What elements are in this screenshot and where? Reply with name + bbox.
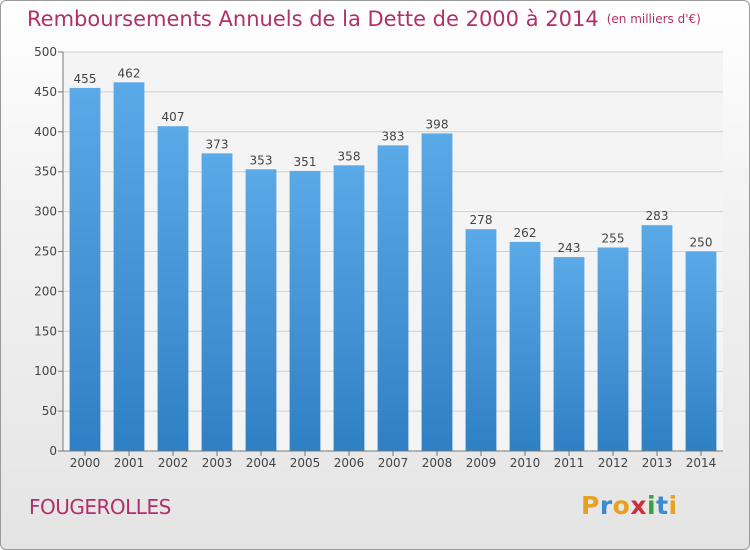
x-tick-label: 2010 [510,456,541,470]
y-tick-label: 400 [34,125,57,139]
logo-letter: x [630,491,647,520]
bar [333,165,365,452]
bar [465,229,497,451]
x-tick-label: 2007 [378,456,409,470]
data-label: 407 [162,110,185,124]
data-label: 462 [118,66,141,80]
data-label: 278 [470,213,493,227]
x-tick-label: 2005 [290,456,321,470]
bar [69,87,101,451]
x-tick-label: 2001 [114,456,145,470]
logo-letter: i [647,491,657,520]
logo-letter: o [612,491,631,520]
data-label: 353 [250,153,273,167]
x-tick-label: 2002 [158,456,189,470]
data-label: 373 [206,137,229,151]
y-tick-label: 200 [34,284,57,298]
x-tick-label: 2003 [202,456,233,470]
y-tick-label: 300 [34,205,57,219]
data-label: 255 [602,232,625,246]
x-tick-label: 2000 [70,456,101,470]
y-tick-label: 50 [42,404,57,418]
data-label: 262 [514,226,537,240]
logo-letter: P [581,491,600,520]
chart-title-text: Remboursements Annuels de la Dette de 20… [27,7,599,31]
bar [421,133,453,451]
bar [553,257,585,451]
data-label: 358 [338,149,361,163]
bar [509,241,541,451]
x-tick-label: 2011 [554,456,585,470]
data-label: 243 [558,241,581,255]
data-label: 383 [382,129,405,143]
y-tick-label: 350 [34,165,57,179]
x-tick-label: 2014 [686,456,717,470]
y-tick-label: 100 [34,364,57,378]
bar [201,153,233,451]
axes: 0 50 100 150 200 250 300 350 400 450 500 2000 2001 20… [34,45,723,470]
bar [685,251,717,451]
bars: 455 462 407 373 353 351 358 383 398 278 262 243 255 2… [69,66,717,452]
data-label: 351 [294,155,317,169]
bar [157,126,189,452]
bar [289,170,321,452]
y-tick-label: 500 [34,45,57,59]
x-tick-label: 2006 [334,456,365,470]
y-tick-label: 150 [34,324,57,338]
y-tick-label: 450 [34,85,57,99]
chart-unit-note: (en milliers d'€) [606,12,701,26]
bar [245,169,277,451]
data-label: 398 [426,117,449,131]
y-tick-label: 0 [49,444,57,458]
bar [641,225,673,451]
y-tick-label: 250 [34,245,57,259]
bar [377,145,409,451]
x-tick-label: 2009 [466,456,497,470]
x-tick-label: 2008 [422,456,453,470]
x-tick-label: 2013 [642,456,673,470]
logo-letter: t [656,491,669,520]
logo-letter: i [668,491,678,520]
commune-name: FOUGEROLLES [29,495,171,519]
x-tick-label: 2012 [598,456,629,470]
data-label: 455 [74,72,97,86]
chart-title: Remboursements Annuels de la Dette de 20… [27,7,701,31]
proxiti-logo: Proxiti [581,491,678,520]
bar [597,247,629,451]
data-label: 283 [646,209,669,223]
logo-letter: r [599,491,613,520]
bar [113,82,145,451]
data-label: 250 [690,236,713,250]
x-tick-label: 2004 [246,456,277,470]
